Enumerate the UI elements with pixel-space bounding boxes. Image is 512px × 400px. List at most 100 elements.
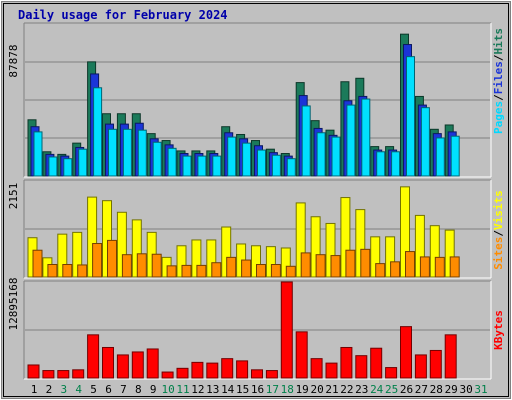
bar-kbytes-day-3	[57, 370, 70, 379]
bar-kbytes-day-25	[385, 367, 398, 379]
bar-sites-day-13	[211, 262, 222, 278]
bar-kbytes-day-13	[206, 362, 219, 379]
bar-pages-day-3	[63, 158, 73, 177]
day-label-11: 11	[176, 383, 189, 396]
legend-text: Sites/Visits	[492, 190, 505, 270]
bar-sites-day-22	[345, 249, 356, 278]
bar-kbytes-day-11	[176, 367, 189, 379]
bar-sites-day-19	[300, 252, 311, 278]
bar-pages-day-16	[257, 149, 266, 177]
day-label-20: 20	[310, 383, 323, 396]
bar-sites-day-26	[405, 251, 415, 278]
bar-visits-day-3	[57, 233, 68, 278]
bar-pages-day-24	[376, 151, 386, 177]
day-label-29: 29	[445, 383, 458, 396]
day-label-14: 14	[221, 383, 235, 396]
bar-sites-day-21	[330, 255, 341, 278]
bar-pages-day-5	[93, 87, 103, 177]
chart-title: Daily usage for February 2024	[18, 8, 228, 22]
bar-sites-day-1	[32, 249, 43, 278]
bar-kbytes-day-26	[400, 326, 412, 379]
bar-kbytes-day-22	[340, 346, 353, 379]
bar-kbytes-day-2	[42, 370, 55, 379]
bar-kbytes-day-15	[236, 360, 249, 379]
bar-pages-day-23	[361, 98, 371, 177]
bar-sites-day-25	[390, 261, 401, 278]
sites-visits-panel	[23, 179, 492, 279]
bar-pages-day-12	[197, 155, 207, 177]
bar-pages-day-4	[78, 148, 88, 177]
bar-kbytes-day-1	[27, 364, 40, 379]
day-label-23: 23	[355, 383, 368, 396]
bar-kbytes-day-28	[429, 349, 442, 379]
bar-kbytes-day-6	[102, 346, 114, 379]
bar-sites-day-29	[449, 256, 460, 278]
bar-pages-day-21	[331, 136, 341, 177]
day-label-18: 18	[281, 383, 294, 396]
kbytes-panel	[23, 280, 492, 380]
day-label-8: 8	[135, 383, 142, 396]
bar-sites-day-8	[136, 253, 147, 278]
day-label-10: 10	[161, 383, 174, 396]
day-label-21: 21	[325, 383, 338, 396]
bar-kbytes-day-27	[414, 354, 427, 379]
bar-pages-day-29	[450, 135, 460, 177]
bar-sites-day-7	[121, 254, 132, 278]
day-label-26: 26	[400, 383, 413, 396]
bar-sites-day-14	[226, 256, 237, 278]
bar-sites-day-9	[151, 253, 162, 278]
day-label-3: 3	[60, 383, 67, 396]
day-label-1: 1	[31, 383, 38, 396]
bar-sites-day-27	[419, 256, 430, 278]
legend-text: Pages/Files/Hits	[492, 28, 505, 134]
bar-pages-day-17	[271, 154, 281, 177]
day-label-28: 28	[430, 383, 443, 396]
bar-pages-day-15	[242, 142, 252, 177]
day-label-30: 30	[459, 383, 472, 396]
sites-visits-ymax-label: 2151	[7, 183, 20, 210]
day-label-12: 12	[191, 383, 204, 396]
day-label-31: 31	[474, 383, 487, 396]
day-label-15: 15	[236, 383, 249, 396]
day-label-9: 9	[150, 383, 157, 396]
day-label-4: 4	[75, 383, 82, 396]
sites-visits-legend: Sites/Visits	[492, 190, 505, 270]
day-label-13: 13	[206, 383, 219, 396]
day-label-24: 24	[370, 383, 384, 396]
legend-files: Files	[492, 61, 505, 94]
bar-kbytes-day-19	[295, 331, 308, 379]
legend-text: KBytes	[492, 310, 505, 350]
day-label-27: 27	[415, 383, 428, 396]
bar-pages-day-2	[48, 156, 58, 177]
bar-sites-day-12	[196, 264, 207, 278]
bar-sites-day-23	[360, 248, 371, 278]
bar-kbytes-day-14	[221, 358, 234, 379]
pages-files-hits-panel	[23, 22, 492, 178]
bar-pages-day-27	[420, 107, 430, 177]
bar-sites-day-16	[256, 264, 266, 278]
bar-kbytes-day-10	[161, 371, 174, 379]
legend-pages: Pages	[492, 101, 505, 134]
legend-separator: /	[492, 94, 505, 101]
bar-pages-day-9	[152, 141, 162, 177]
pages-files-hits-legend: Pages/Files/Hits	[492, 28, 505, 134]
bar-pages-day-18	[286, 158, 296, 177]
bar-sites-day-20	[315, 254, 326, 278]
bar-pages-day-10	[167, 147, 177, 177]
bar-pages-day-28	[435, 137, 445, 177]
bar-kbytes-day-8	[131, 351, 144, 379]
bar-pages-day-1	[33, 131, 43, 177]
day-label-2: 2	[46, 383, 53, 396]
bar-kbytes-day-7	[116, 354, 129, 379]
day-axis-labels: 1 2 3 4 5 6 7 8 9 10 11 12 13 14 15 16 17 18 19 20 21 22 23 24 2…	[31, 383, 488, 396]
bar-pages-day-7	[122, 128, 132, 177]
bar-kbytes-day-5	[87, 334, 100, 379]
bar-sites-day-3	[62, 264, 73, 278]
bar-pages-day-22	[346, 104, 356, 177]
bar-sites-day-28	[434, 256, 445, 278]
bar-kbytes-day-16	[251, 369, 263, 379]
bar-pages-day-8	[137, 129, 147, 177]
bar-kbytes-day-12	[191, 361, 204, 379]
pages-files-hits-ymax-label: 87878	[7, 44, 20, 77]
